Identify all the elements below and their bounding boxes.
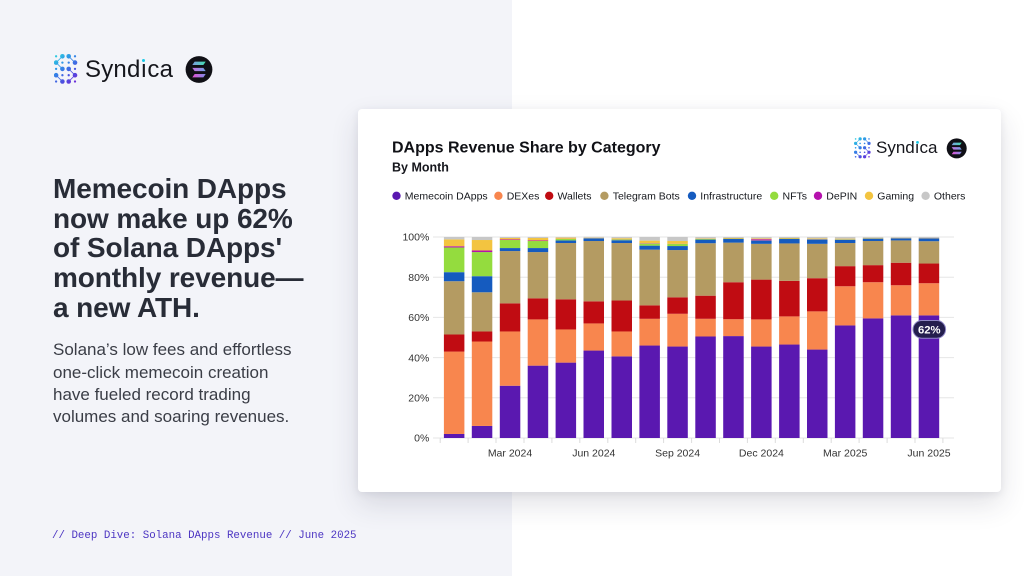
svg-text:Infrastructure: Infrastructure [700, 191, 762, 203]
svg-text:Wallets: Wallets [558, 191, 592, 203]
svg-text:Gaming: Gaming [877, 191, 914, 203]
svg-text:60%: 60% [408, 312, 429, 324]
svg-text:Mar 2025: Mar 2025 [823, 448, 868, 460]
svg-text:100%: 100% [402, 232, 429, 244]
svg-text:0%: 0% [414, 433, 429, 445]
svg-text:By Month: By Month [392, 161, 449, 175]
svg-text:DApps Revenue Share by Categor: DApps Revenue Share by Category [392, 139, 661, 156]
svg-text:Jun 2025: Jun 2025 [907, 448, 950, 460]
svg-text:62%: 62% [918, 325, 941, 337]
svg-text:Telegram Bots: Telegram Bots [613, 191, 680, 203]
svg-text:Others: Others [934, 191, 966, 203]
svg-text:40%: 40% [408, 352, 429, 364]
svg-text:DePIN: DePIN [826, 191, 857, 203]
svg-text:NFTs: NFTs [783, 191, 808, 203]
svg-text:80%: 80% [408, 272, 429, 284]
svg-text:Syndıca: Syndıca [876, 138, 938, 157]
svg-text:Memecoin DApps: Memecoin DApps [405, 191, 488, 203]
svg-text:Dec 2024: Dec 2024 [739, 448, 784, 460]
svg-text:Sep 2024: Sep 2024 [655, 448, 700, 460]
svg-text:20%: 20% [408, 393, 429, 405]
svg-text:Mar 2024: Mar 2024 [488, 448, 533, 460]
svg-text:Jun 2024: Jun 2024 [572, 448, 615, 460]
svg-text:DEXes: DEXes [507, 191, 540, 203]
